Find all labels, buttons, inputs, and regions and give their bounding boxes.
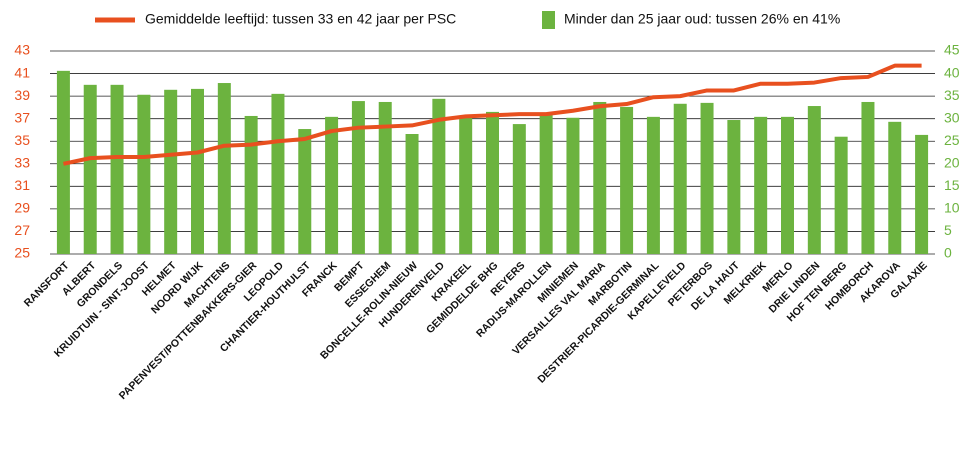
y2-tick-label: 30: [944, 109, 960, 125]
bar: [432, 98, 446, 254]
bar: [244, 115, 258, 255]
bar: [888, 121, 902, 254]
bar: [673, 103, 687, 254]
bar: [459, 115, 473, 255]
y2-tick-label: 20: [944, 154, 960, 170]
y-tick-label: 29: [14, 200, 30, 216]
bar: [861, 101, 875, 254]
bar: [620, 106, 634, 254]
legend-swatch: [542, 11, 555, 29]
bar: [781, 116, 794, 255]
bar: [164, 89, 178, 254]
bar: [700, 102, 714, 254]
bar: [271, 93, 285, 254]
bar: [646, 116, 660, 255]
y-tick-label: 35: [14, 132, 30, 148]
bar: [512, 124, 526, 254]
bar: [351, 101, 365, 254]
bar: [110, 84, 124, 254]
bar: [217, 83, 231, 254]
y2-tick-label: 15: [944, 177, 960, 193]
bar: [325, 116, 339, 255]
y-tick-label: 41: [14, 64, 30, 80]
bar: [539, 112, 553, 255]
legend-label: Gemiddelde leeftijd: tussen 33 en 42 jaa…: [145, 11, 456, 27]
bar: [754, 116, 768, 255]
legend-label: Minder dan 25 jaar oud: tussen 26% en 41…: [564, 11, 840, 27]
bar: [378, 101, 392, 254]
bar: [137, 94, 151, 254]
y-tick-label: 31: [14, 177, 30, 193]
bar: [405, 134, 419, 254]
bar: [727, 120, 741, 255]
bar: [807, 106, 821, 254]
line: [62, 63, 922, 166]
y-tick-label: 37: [14, 109, 30, 125]
y2-tick-label: 10: [944, 200, 960, 216]
bar: [566, 117, 580, 255]
bar: [83, 84, 97, 254]
y-tick-label: 25: [14, 245, 30, 261]
y2-tick-label: 0: [944, 245, 952, 261]
y2-tick-label: 40: [944, 64, 960, 80]
y-tick-label: 33: [14, 154, 30, 170]
bar: [834, 136, 848, 254]
y2-tick-label: 35: [944, 87, 960, 103]
y-tick-label: 43: [14, 42, 30, 58]
y2-tick-label: 5: [944, 222, 952, 238]
bar: [593, 101, 607, 254]
y2-tick-label: 25: [944, 132, 960, 148]
y-tick-label: 39: [14, 87, 30, 103]
bar: [915, 134, 929, 254]
y2-tick-label: 45: [944, 42, 960, 58]
y-tick-label: 27: [14, 222, 30, 238]
bar: [486, 111, 499, 255]
bar: [191, 88, 204, 254]
bar: [298, 129, 312, 254]
